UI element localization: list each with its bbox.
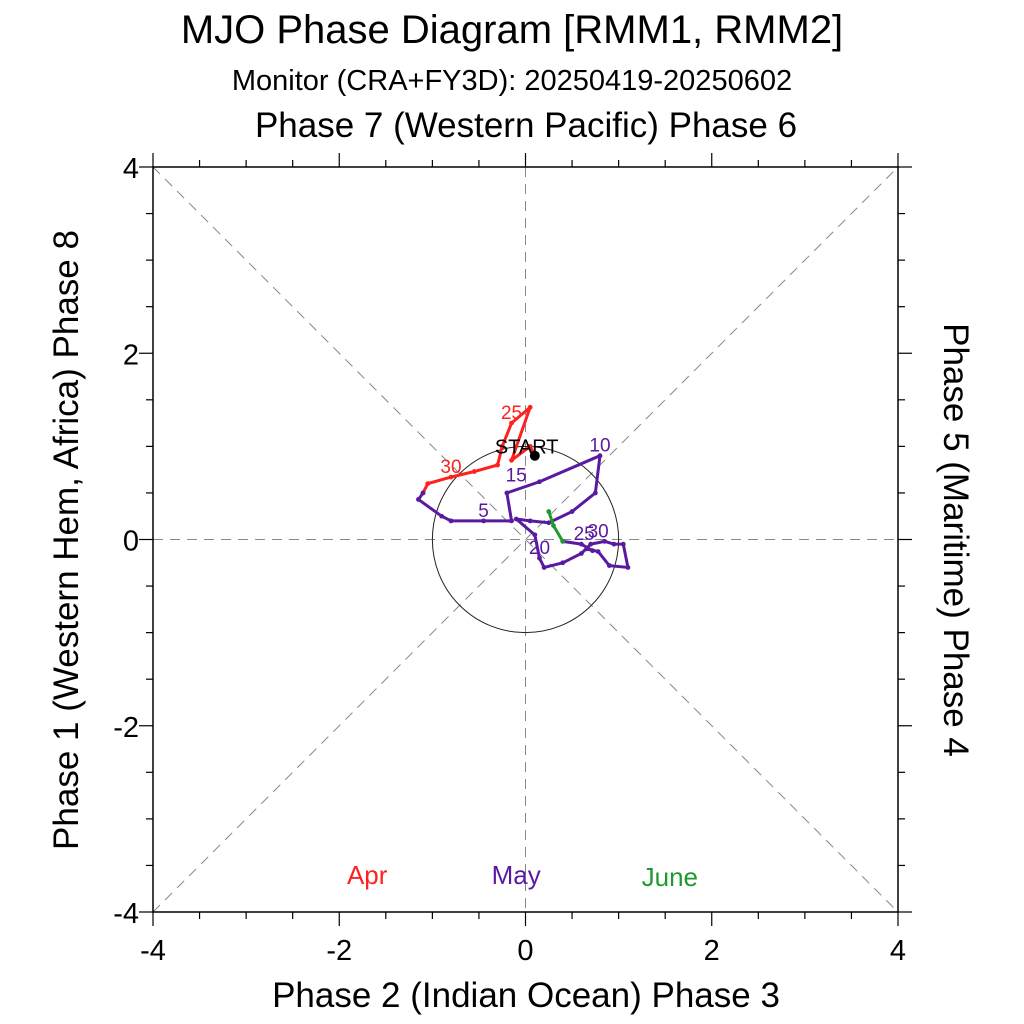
data-point-may bbox=[504, 490, 510, 496]
data-point-may bbox=[578, 551, 584, 556]
x-axis-label: Phase 2 (Indian Ocean) Phase 3 bbox=[272, 976, 780, 1015]
chart-subtitle: Monitor (CRA+FY3D): 20250419-20250602 bbox=[232, 65, 792, 97]
data-point-may bbox=[537, 479, 542, 485]
data-point-may bbox=[541, 565, 547, 570]
data-point-may bbox=[509, 518, 514, 524]
day-label-may: 10 bbox=[589, 436, 610, 457]
data-point-may bbox=[537, 555, 542, 561]
y-tick-label: 2 bbox=[123, 339, 139, 371]
x-tick-label: -2 bbox=[326, 935, 352, 967]
data-point-may bbox=[481, 518, 486, 524]
data-point-apr bbox=[509, 420, 514, 426]
day-label-apr: 30 bbox=[440, 457, 461, 478]
data-point-june bbox=[546, 509, 552, 514]
x-tick-label: -4 bbox=[140, 935, 166, 967]
y-tick-label: -2 bbox=[113, 712, 139, 744]
data-point-may bbox=[602, 538, 608, 544]
day-label-may: 20 bbox=[529, 538, 550, 559]
legend-item-may: May bbox=[492, 860, 541, 890]
x-tick-label: 4 bbox=[890, 935, 906, 967]
day-label-may: 25 bbox=[574, 524, 595, 545]
data-point-may bbox=[439, 513, 445, 519]
data-point-apr bbox=[527, 404, 533, 410]
data-point-may bbox=[578, 541, 584, 547]
start-marker bbox=[529, 450, 540, 461]
day-label-may: 5 bbox=[478, 501, 489, 522]
data-point-apr bbox=[448, 474, 454, 480]
unit-circle bbox=[431, 445, 620, 634]
data-point-apr bbox=[425, 481, 431, 487]
y-tick-label: 0 bbox=[123, 526, 139, 558]
y-tick-label: 4 bbox=[123, 153, 139, 185]
data-point-apr bbox=[495, 462, 500, 468]
day-label-may: 30 bbox=[588, 521, 609, 542]
y-tick-label: -4 bbox=[113, 898, 139, 930]
data-point-apr bbox=[499, 443, 505, 449]
data-point-may bbox=[606, 563, 612, 568]
data-point-may bbox=[420, 490, 426, 496]
x-tick-label: 0 bbox=[517, 935, 533, 967]
right-phase-label: Phase 5 (Maritime) Phase 4 bbox=[936, 323, 975, 757]
data-point-may bbox=[569, 509, 575, 514]
diagonal-guide bbox=[152, 166, 899, 913]
data-point-may bbox=[592, 490, 598, 496]
data-point-may bbox=[590, 548, 595, 554]
data-point-may bbox=[620, 541, 626, 547]
series-line-may bbox=[416, 454, 630, 569]
data-point-apr bbox=[509, 457, 514, 463]
legend: Apr May June bbox=[347, 860, 698, 892]
chart-title: MJO Phase Diagram [RMM1, RMM2] bbox=[181, 8, 843, 52]
diagonal-guide bbox=[152, 166, 899, 913]
data-point-apr bbox=[471, 469, 477, 474]
start-label: START bbox=[495, 437, 559, 459]
data-point-june bbox=[551, 523, 556, 528]
data-point-may bbox=[416, 497, 421, 502]
data-point-may bbox=[448, 518, 454, 524]
data-point-may bbox=[584, 546, 590, 552]
data-point-may bbox=[513, 516, 519, 522]
legend-item-june: June bbox=[642, 862, 698, 892]
data-point-may bbox=[546, 520, 552, 526]
data-point-june bbox=[560, 538, 566, 544]
data-point-may bbox=[527, 518, 533, 524]
data-point-may bbox=[588, 541, 594, 547]
y-axis-label: Phase 1 (Western Hem, Africa) Phase 8 bbox=[47, 230, 86, 850]
data-point-may bbox=[595, 549, 601, 555]
plot-area bbox=[139, 153, 912, 926]
data-point-may bbox=[611, 541, 617, 547]
day-label-may: 15 bbox=[506, 465, 527, 486]
data-point-may bbox=[625, 565, 631, 570]
x-tick-label: 2 bbox=[704, 935, 720, 967]
day-label-apr: 25 bbox=[501, 403, 522, 424]
data-point-may bbox=[560, 560, 566, 566]
legend-item-apr: Apr bbox=[347, 860, 388, 890]
top-phase-label: Phase 7 (Western Pacific) Phase 6 bbox=[255, 106, 797, 145]
data-point-apr bbox=[527, 443, 533, 449]
data-point-may bbox=[532, 532, 538, 538]
data-point-may bbox=[597, 453, 603, 459]
